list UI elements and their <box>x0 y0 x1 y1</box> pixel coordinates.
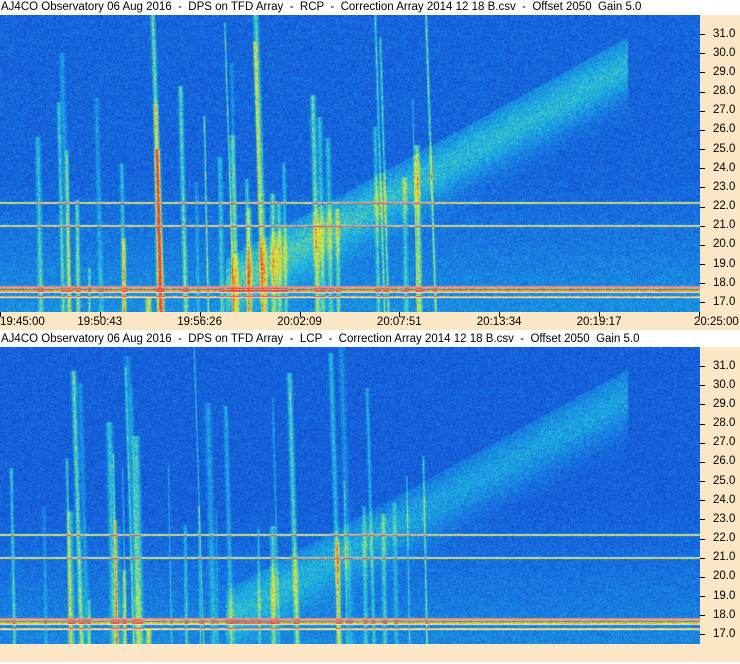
y-tick-mark <box>700 385 705 387</box>
y-tick-mark <box>700 557 705 559</box>
lcp-time-axis <box>0 644 740 662</box>
y-tick-label: 31.0 <box>713 359 736 372</box>
y-tick-label: 26.0 <box>713 455 736 468</box>
lcp-title: AJ4CO Observatory 06 Aug 2016 - DPS on T… <box>0 332 740 347</box>
x-tick-mark <box>499 312 501 317</box>
y-tick-mark <box>700 423 705 425</box>
y-tick-label: 20.0 <box>713 570 736 583</box>
x-tick-mark <box>99 312 101 317</box>
y-tick-mark <box>700 53 705 55</box>
y-tick-label: 17.0 <box>713 627 736 640</box>
y-tick-mark <box>700 538 705 540</box>
y-tick-mark <box>700 91 705 93</box>
y-tick-label: 30.0 <box>713 46 736 59</box>
y-tick-mark <box>700 206 705 208</box>
y-tick-mark <box>700 264 705 266</box>
rcp-title: AJ4CO Observatory 06 Aug 2016 - DPS on T… <box>0 0 740 15</box>
y-tick-mark <box>700 72 705 74</box>
y-tick-mark <box>700 225 705 227</box>
x-tick-label: 19:50:43 <box>77 316 123 328</box>
y-tick-mark <box>700 283 705 285</box>
x-tick-label: 19:45:00 <box>0 316 45 328</box>
y-tick-label: 26.0 <box>713 123 736 136</box>
x-tick-mark <box>199 312 201 317</box>
x-tick-mark <box>0 312 1 317</box>
y-tick-label: 29.0 <box>713 65 736 78</box>
y-tick-mark <box>700 34 705 36</box>
y-tick-mark <box>700 519 705 521</box>
y-tick-label: 25.0 <box>713 142 736 155</box>
y-tick-label: 19.0 <box>713 589 736 602</box>
y-tick-label: 27.0 <box>713 104 736 117</box>
y-tick-label: 20.0 <box>713 238 736 251</box>
y-tick-label: 24.0 <box>713 493 736 506</box>
y-tick-label: 17.0 <box>713 295 736 308</box>
x-tick-mark <box>399 312 401 317</box>
y-tick-mark <box>700 366 705 368</box>
y-tick-mark <box>700 615 705 617</box>
x-tick-label: 19:56:26 <box>177 316 222 328</box>
y-tick-mark <box>700 404 705 406</box>
y-tick-mark <box>700 129 705 131</box>
y-tick-mark <box>700 576 705 578</box>
rcp-frequency-axis: 31.0 30.0 29.0 28.0 27.0 26.0 25.0 24.0 23.0 22.0… <box>700 15 740 312</box>
x-tick-label: 20:13:34 <box>476 316 522 328</box>
y-tick-label: 28.0 <box>713 85 736 98</box>
rcp-spectrogram <box>0 15 700 312</box>
x-tick-label: 20:02:09 <box>277 316 322 328</box>
y-tick-label: 25.0 <box>713 474 736 487</box>
x-tick-mark <box>599 312 601 317</box>
y-tick-mark <box>700 149 705 151</box>
y-tick-mark <box>700 481 705 483</box>
y-tick-label: 21.0 <box>713 551 736 564</box>
y-tick-label: 31.0 <box>713 27 736 40</box>
x-tick-mark <box>699 312 700 317</box>
y-tick-mark <box>700 244 705 246</box>
x-tick-label: 20:25:00 <box>694 316 739 328</box>
rcp-panel: AJ4CO Observatory 06 Aug 2016 - DPS on T… <box>0 0 740 330</box>
y-tick-mark <box>700 461 705 463</box>
y-tick-mark <box>700 442 705 444</box>
x-tick-label: 20:07:51 <box>376 316 422 328</box>
y-tick-label: 22.0 <box>713 200 736 213</box>
x-tick-mark <box>299 312 301 317</box>
y-tick-mark <box>700 187 705 189</box>
y-tick-mark <box>700 110 705 112</box>
y-tick-label: 18.0 <box>713 276 736 289</box>
lcp-frequency-axis: 31.0 30.0 29.0 28.0 27.0 26.0 25.0 24.0 23.0 22.0… <box>700 347 740 644</box>
y-tick-label: 23.0 <box>713 180 736 193</box>
y-tick-label: 19.0 <box>713 257 736 270</box>
y-tick-label: 18.0 <box>713 608 736 621</box>
y-tick-label: 22.0 <box>713 532 736 545</box>
y-tick-mark <box>700 500 705 502</box>
y-tick-mark <box>700 168 705 170</box>
lcp-spectrogram <box>0 347 700 644</box>
y-tick-mark <box>700 596 705 598</box>
x-tick-label: 20:19:17 <box>576 316 622 328</box>
y-tick-mark <box>700 302 705 304</box>
lcp-panel: AJ4CO Observatory 06 Aug 2016 - DPS on T… <box>0 332 740 664</box>
rcp-time-axis: 19:45:00 19:50:43 19:56:26 20:02:09 20:07:51… <box>0 312 740 330</box>
y-tick-label: 23.0 <box>713 512 736 525</box>
y-tick-mark <box>700 634 705 636</box>
y-tick-label: 24.0 <box>713 161 736 174</box>
y-tick-label: 21.0 <box>713 219 736 232</box>
y-tick-label: 29.0 <box>713 397 736 410</box>
y-tick-label: 27.0 <box>713 436 736 449</box>
y-tick-label: 30.0 <box>713 378 736 391</box>
y-tick-label: 28.0 <box>713 417 736 430</box>
